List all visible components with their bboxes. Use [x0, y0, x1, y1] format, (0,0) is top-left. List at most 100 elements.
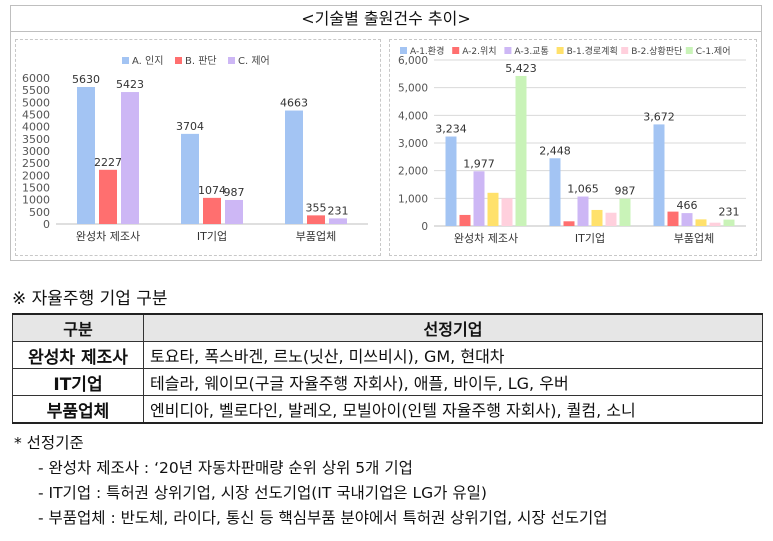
bar [695, 219, 707, 226]
bar [329, 218, 347, 224]
data-label: 3704 [176, 120, 204, 133]
x-tick-label: 완성차 제조사 [454, 232, 518, 245]
y-tick-label: 4000 [22, 121, 50, 134]
bar [501, 198, 513, 226]
legend-swatch [685, 47, 693, 54]
legend-label: B-2.상황판단 [631, 46, 682, 57]
table-cell-category: IT기업 [12, 368, 144, 396]
bar [487, 192, 499, 226]
bar [77, 87, 95, 225]
table-row: 부품업체 엔비디아, 벨로다인, 발레오, 모빌아이(인텔 자율주행 자회사),… [12, 395, 763, 424]
y-tick-label: 5500 [22, 84, 50, 97]
criteria-item: - IT기업 : 특허권 상위기업, 시장 선도기업(IT 국내기업은 LG가 … [38, 484, 487, 502]
data-label: 4663 [280, 97, 308, 110]
bar [577, 196, 589, 226]
bar [667, 211, 679, 226]
y-tick-label: 2500 [22, 157, 50, 170]
table-header-category: 구분 [12, 313, 144, 342]
data-label: 3,234 [435, 123, 467, 136]
bar [445, 136, 457, 226]
bar [515, 75, 527, 226]
data-label: 1,977 [463, 157, 495, 170]
y-tick-label: 0 [421, 221, 428, 233]
data-label: 355 [306, 201, 327, 214]
legend-swatch [228, 57, 235, 64]
chart-panel-left: 0 500 1000 1500 2000 2500 3000 3500 4000 4500 5000… [15, 39, 381, 256]
bar [285, 110, 303, 224]
y-tick-label: 4,000 [398, 110, 428, 122]
legend-label: B-1.경로계획 [567, 45, 618, 57]
bar [307, 215, 325, 224]
data-label: 987 [615, 185, 636, 198]
bar [549, 158, 561, 226]
y-tick-label: 5000 [22, 96, 50, 109]
y-tick-label: 6,000 [398, 55, 428, 67]
bar [563, 221, 575, 226]
chart-panel-right: 0 1,000 2,000 3,000 4,000 5,000 6,000 A-1.환경 A-2… [389, 39, 757, 256]
bar [653, 124, 665, 226]
y-tick-label: 3,000 [398, 138, 428, 150]
table-cell-category: 부품업체 [12, 395, 144, 424]
legend-label: A-1.환경 [410, 45, 444, 57]
x-tick-label: 부품업체 [674, 232, 714, 245]
legend-label: A. 인지 [132, 55, 163, 67]
data-label: 2,448 [539, 144, 571, 157]
table-row: IT기업 테슬라, 웨이모(구글 자율주행 자회사), 애플, 바이두, LG,… [12, 368, 763, 396]
bar [619, 198, 631, 226]
section-title: ※ 자율주행 기업 구분 [12, 289, 168, 309]
legend-label: C-1.제어 [696, 46, 731, 57]
data-label: 3,672 [643, 110, 675, 123]
legend-label: B. 판단 [185, 55, 217, 67]
data-label: 466 [677, 199, 698, 212]
chart-by-technology: 0500100015002000250030003500400045005000… [22, 55, 368, 243]
legend-swatch [400, 47, 407, 54]
table-row: 완성차 제조사 토요타, 폭스바겐, 르노(닛산, 미쓰비시), GM, 현대차 [12, 341, 763, 369]
legend-label: A-3.교통 [514, 46, 548, 57]
bar [181, 133, 199, 224]
bar [99, 169, 117, 224]
table-cell-category: 완성차 제조사 [12, 341, 144, 369]
bar [225, 199, 243, 224]
y-tick-label: 0 [43, 218, 50, 231]
bar [459, 214, 471, 226]
bar [723, 219, 735, 226]
data-label: 987 [224, 186, 245, 199]
data-label: 231 [328, 204, 349, 217]
x-tick-label: IT기업 [575, 232, 605, 245]
legend-swatch [621, 47, 629, 54]
company-classification-table: 구분 선정기업 완성차 제조사 토요타, 폭스바겐, 르노(닛산, 미쓰비시),… [12, 313, 763, 424]
legend-swatch [556, 47, 564, 54]
data-label: 5423 [116, 78, 144, 91]
criteria-title: * 선정기준 [14, 434, 84, 452]
bar [605, 212, 617, 226]
y-tick-label: 1500 [22, 182, 50, 195]
bar [203, 197, 221, 224]
y-tick-label: 2,000 [398, 166, 428, 178]
legend-swatch [504, 47, 512, 54]
table-cell-firms: 엔비디아, 벨로다인, 발레오, 모빌아이(인텔 자율주행 자회사), 퀄컴, … [143, 395, 763, 424]
data-label: 5630 [72, 73, 100, 86]
y-tick-label: 4500 [22, 109, 50, 122]
data-label: 1,065 [567, 183, 599, 196]
data-label: 231 [719, 206, 740, 219]
bar [709, 222, 721, 226]
table-cell-firms: 토요타, 폭스바겐, 르노(닛산, 미쓰비시), GM, 현대차 [143, 341, 763, 369]
table-header-row: 구분 선정기업 [12, 313, 763, 342]
legend-swatch [175, 57, 182, 64]
legend-swatch [452, 47, 460, 54]
bar [591, 209, 603, 226]
bar [121, 92, 139, 224]
y-tick-label: 1000 [22, 194, 50, 207]
x-tick-label: 완성차 제조사 [76, 230, 140, 243]
data-label: 5,423 [505, 62, 537, 75]
y-tick-label: 500 [29, 206, 50, 219]
data-label: 2227 [94, 156, 122, 169]
y-tick-label: 3000 [22, 145, 50, 158]
y-tick-label: 3500 [22, 133, 50, 146]
x-tick-label: 부품업체 [296, 230, 336, 243]
bar [473, 171, 485, 226]
legend-label: C. 제어 [238, 55, 270, 67]
figure-title: <기술별 출원건수 추이> [11, 6, 761, 32]
criteria-item: - 완성차 제조사 : ‘20년 자동차판매량 순위 상위 5개 기업 [38, 459, 413, 477]
y-tick-label: 1,000 [398, 193, 428, 205]
